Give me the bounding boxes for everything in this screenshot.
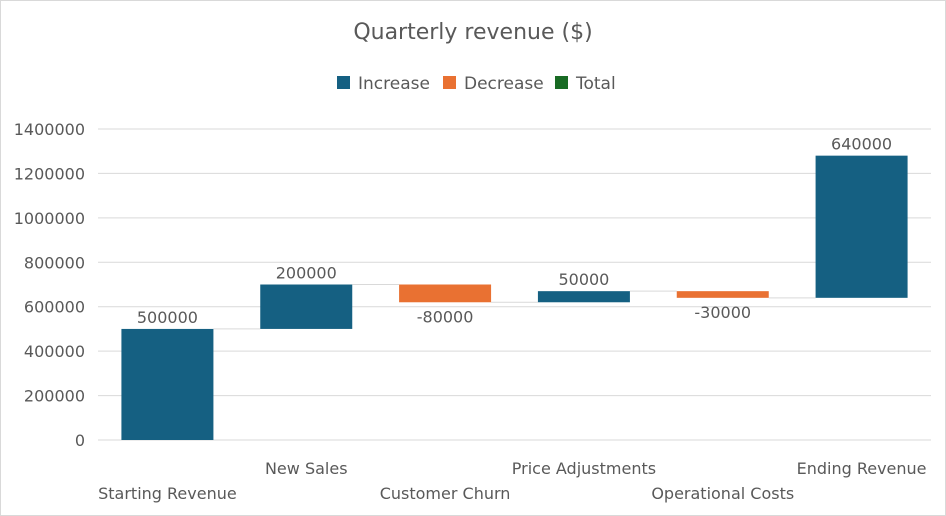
x-tick-label: Customer Churn [380, 484, 511, 503]
x-tick-label: Starting Revenue [98, 484, 237, 503]
data-label: 500000 [137, 308, 198, 327]
y-axis: 0 200000 400000 600000 800000 1000000 1200000 1… [14, 120, 85, 450]
y-tick-label: 200000 [24, 387, 85, 406]
y-tick-label: 0 [75, 431, 85, 450]
data-label: 50000 [558, 270, 609, 289]
y-tick-label: 1400000 [14, 120, 85, 139]
x-tick-label: Ending Revenue [797, 459, 927, 478]
legend-swatch-increase [337, 76, 350, 89]
chart-title: Quarterly revenue ($) [353, 20, 592, 45]
data-label: -30000 [694, 303, 751, 322]
data-label: 640000 [831, 135, 892, 154]
bar-0 [121, 328, 214, 440]
legend: Increase Decrease Total [337, 74, 616, 94]
y-tick-label: 1000000 [14, 209, 85, 228]
legend-label-decrease: Decrease [464, 74, 544, 94]
y-tick-label: 1200000 [14, 164, 85, 183]
y-tick-label: 400000 [24, 342, 85, 361]
legend-swatch-decrease [443, 76, 456, 89]
data-label: -80000 [417, 307, 474, 326]
bar-1 [260, 284, 353, 329]
bars [121, 155, 908, 440]
bar-5 [815, 155, 908, 298]
connectors [213, 284, 816, 330]
x-tick-label: Price Adjustments [512, 459, 656, 478]
y-tick-label: 600000 [24, 298, 85, 317]
x-axis: Starting Revenue New Sales Customer ChurnP… [98, 459, 926, 503]
legend-swatch-total [555, 76, 568, 89]
y-tick-label: 800000 [24, 253, 85, 272]
x-tick-label: Operational Costs [651, 484, 794, 503]
data-label: 200000 [276, 264, 337, 283]
x-tick-label: New Sales [265, 459, 348, 478]
data-labels: 500000 200000 -80000 50000 -30000 640000 [137, 135, 892, 327]
gridlines [98, 128, 931, 441]
legend-label-total: Total [575, 74, 616, 94]
bar-4 [676, 291, 769, 298]
bar-2 [399, 284, 492, 303]
bar-3 [537, 291, 630, 303]
legend-label-increase: Increase [358, 74, 430, 94]
